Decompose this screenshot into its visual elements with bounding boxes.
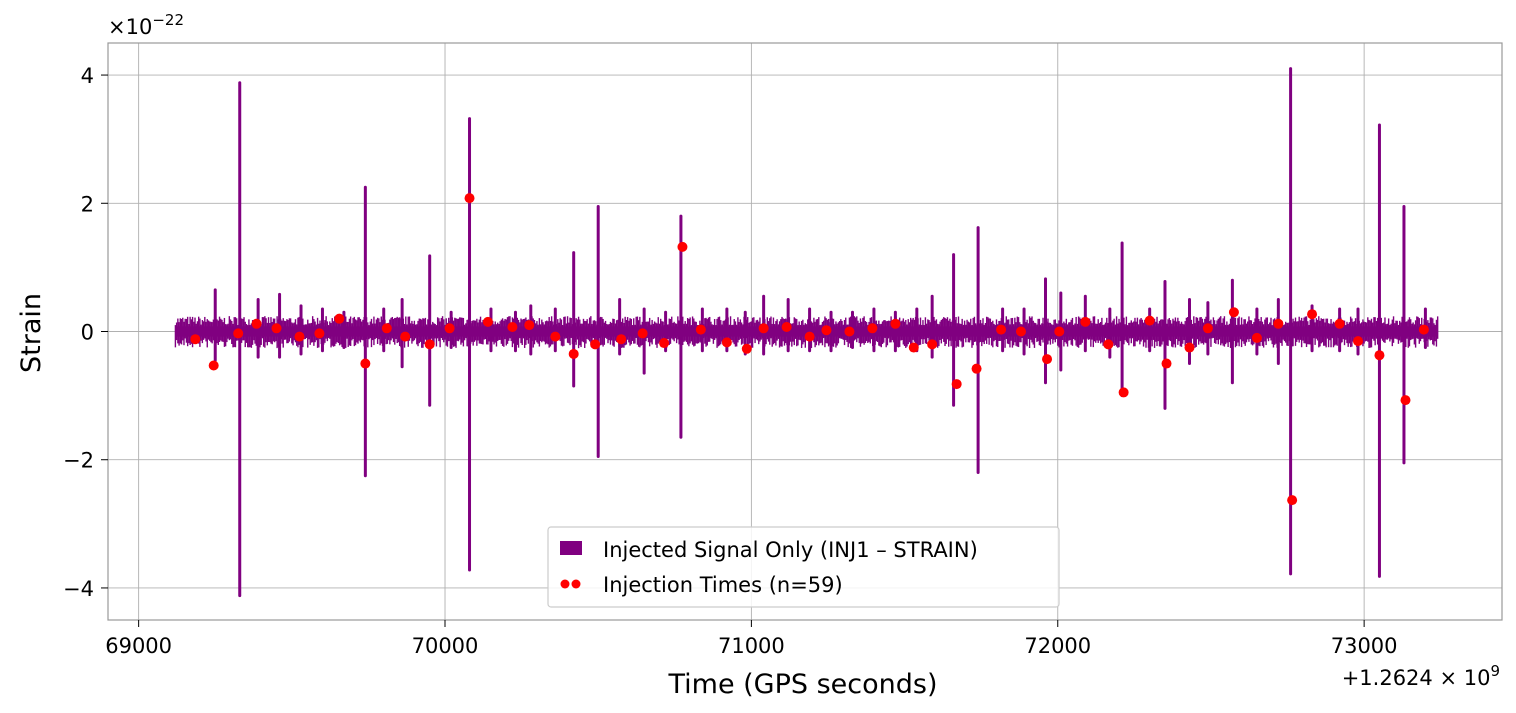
y-axis-ticks: −4 −2 0 2 4 [63, 64, 108, 601]
injection-point [637, 328, 648, 339]
injection-point [1334, 318, 1345, 329]
x-tick-label: 72000 [1024, 634, 1091, 658]
injection-point [890, 318, 901, 329]
injection-point [507, 322, 518, 333]
x-axis-label: Time (GPS seconds) [667, 669, 937, 700]
injection-point [1080, 316, 1091, 327]
injection-point [1202, 323, 1213, 334]
injection-point [444, 323, 455, 334]
injection-point [996, 324, 1007, 335]
injection-point [951, 379, 962, 390]
injection-point [400, 331, 411, 342]
injection-point [1054, 326, 1065, 337]
injection-point [1228, 307, 1239, 318]
injection-point [233, 328, 244, 339]
x-tick-label: 69000 [105, 634, 172, 658]
injection-point [190, 334, 201, 345]
legend-injection-label: Injection Times (n=59) [603, 573, 843, 597]
y-scale-label: ×10−22 [108, 11, 184, 39]
injection-point [844, 326, 855, 337]
injection-point [616, 334, 627, 345]
y-tick-label: −2 [63, 449, 94, 473]
y-tick-label: −4 [63, 577, 94, 601]
injection-point [695, 324, 706, 335]
injection-point [271, 323, 282, 334]
injection-point [251, 318, 262, 329]
injection-point [1251, 332, 1262, 343]
injection-point [1118, 387, 1129, 398]
signal-band [175, 326, 1438, 337]
y-tick-label: 4 [81, 64, 94, 88]
injection-point [1015, 326, 1026, 337]
signal-series [174, 67, 1439, 598]
injection-point [677, 241, 688, 252]
legend-signal-swatch [560, 541, 582, 555]
x-tick-label: 70000 [412, 634, 479, 658]
injection-point [971, 363, 982, 374]
legend: Injected Signal Only (INJ1 – STRAIN) Inj… [547, 526, 1060, 608]
injection-point [1273, 318, 1284, 329]
legend-signal-label: Injected Signal Only (INJ1 – STRAIN) [603, 538, 978, 562]
injection-point [482, 316, 493, 327]
injection-point [1287, 495, 1298, 506]
injection-point [568, 348, 579, 359]
injection-point [1307, 309, 1318, 320]
injection-point [294, 331, 305, 342]
injection-point [381, 323, 392, 334]
x-tick-label: 73000 [1331, 634, 1398, 658]
injection-point [804, 331, 815, 342]
injection-point [1400, 395, 1411, 406]
injection-point [524, 320, 535, 331]
injection-point [314, 328, 325, 339]
y-tick-label: 0 [81, 321, 94, 345]
injection-point [550, 331, 561, 342]
injection-point [1161, 358, 1172, 369]
injection-points [190, 193, 1429, 506]
injection-point [1418, 324, 1429, 335]
injection-point [1353, 336, 1364, 347]
injection-point [1184, 342, 1195, 353]
x-offset-label: +1.2624 × 109 [1342, 662, 1500, 690]
injection-point [821, 325, 832, 336]
injection-point [1144, 315, 1155, 326]
injection-point [334, 313, 345, 324]
injection-point [867, 323, 878, 334]
legend-injection-marker [560, 579, 570, 589]
injection-point [927, 339, 938, 350]
injection-point [659, 338, 670, 349]
injection-point [1042, 354, 1053, 365]
legend-box [547, 526, 1060, 608]
x-axis-ticks: 69000 70000 71000 72000 73000 [105, 620, 1398, 658]
injection-point [1103, 339, 1114, 350]
injection-point [758, 323, 769, 334]
injection-point [781, 322, 792, 333]
y-tick-label: 2 [81, 192, 94, 216]
injection-point [424, 339, 435, 350]
x-tick-label: 71000 [718, 634, 785, 658]
injection-point [360, 358, 371, 369]
injection-point [208, 360, 219, 371]
injection-point [741, 343, 752, 354]
injection-point [908, 342, 919, 353]
legend-injection-marker [571, 579, 581, 589]
injection-point [590, 339, 601, 350]
injection-point [721, 337, 732, 348]
injection-point [1374, 350, 1385, 361]
injection-point [464, 193, 475, 204]
y-axis-label: Strain [16, 293, 47, 373]
